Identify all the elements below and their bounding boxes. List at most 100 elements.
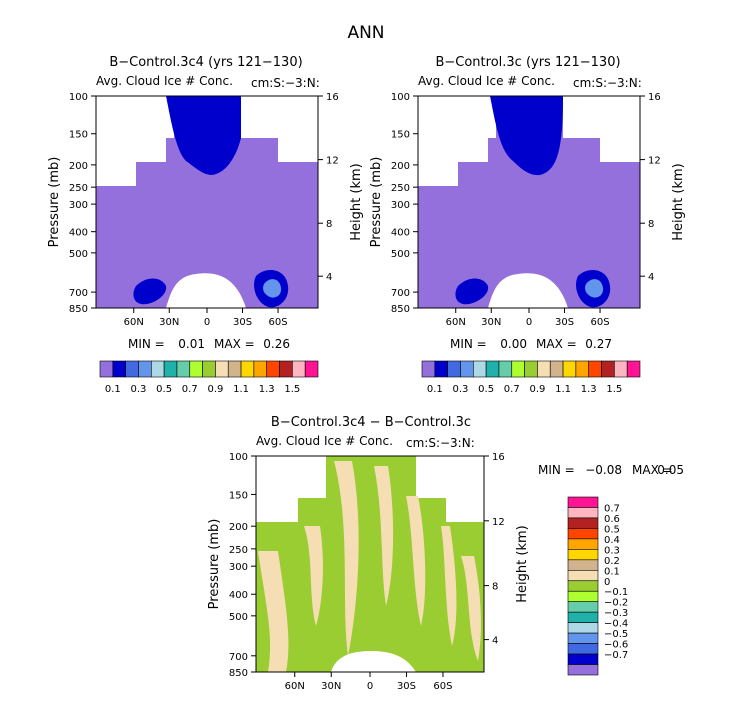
y-axis-label: Pressure (mb): [47, 157, 62, 248]
x-tick-label: 60S: [433, 681, 452, 692]
colorbar-swatch: [567, 653, 599, 665]
y-axis-label-right: Height (km): [671, 163, 686, 240]
x-tick-label: 60N: [285, 681, 305, 692]
x-tick-label: 30S: [397, 681, 416, 692]
colorbar-swatch: [150, 360, 165, 378]
contour-streak: [441, 526, 457, 646]
y-axis-label: Pressure (mb): [369, 157, 384, 248]
y-right-tick-label: 16: [492, 452, 505, 463]
region-high-contour-top: [490, 96, 563, 176]
max-value: 0.26: [263, 337, 290, 351]
colorbar-panel-2: 0.1 0.3 0.5 0.7 0.9 1.1 1.3 1.5: [421, 360, 641, 395]
y-tick-label: 850: [229, 668, 248, 679]
colorbar-label: 0.5: [604, 524, 620, 535]
colorbar-label: −0.6: [604, 640, 628, 651]
region-base-contour: [96, 96, 318, 308]
colorbar-swatch: [227, 360, 242, 378]
colorbar-label: −0.7: [604, 650, 628, 661]
colorbar-swatch: [434, 360, 448, 378]
y-tick-label: 850: [391, 304, 410, 315]
colorbar-label: −0.5: [604, 629, 628, 640]
y-right-tick-label: 12: [648, 156, 661, 167]
colorbar-swatch: [266, 360, 280, 378]
x-tick-label: 60S: [269, 317, 288, 328]
colorbar-swatch: [567, 538, 599, 550]
y-right-tick-label: 12: [326, 156, 339, 167]
min-label: MIN =: [538, 463, 575, 477]
colorbar-swatch: [163, 360, 178, 378]
colorbar-label: 0.1: [427, 384, 443, 395]
x-tick-label: 0: [526, 317, 532, 328]
y-right-tick-label: 16: [648, 92, 661, 103]
y-tick-label: 400: [391, 228, 410, 239]
y-tick-label: 500: [69, 249, 88, 260]
colorbar-swatch: [562, 360, 577, 378]
colorbar-swatch: [567, 632, 599, 644]
y-right-tick-label: 8: [326, 219, 332, 230]
colorbar-label: 0.5: [478, 384, 494, 395]
contour-streak: [334, 461, 359, 656]
colorbar-swatch: [567, 559, 599, 571]
region-base-contour: [418, 96, 640, 308]
panel-subtitle: Avg. Cloud Ice # Conc.: [256, 434, 393, 448]
y-right-tick-label: 8: [648, 219, 654, 230]
colorbar-label: 1.5: [606, 384, 622, 395]
panel-title: B−Control.3c4 − B−Control.3c: [271, 415, 471, 430]
plot-area: [256, 456, 484, 672]
colorbar-swatch: [567, 580, 599, 592]
colorbar-label: 0.3: [453, 384, 469, 395]
min-value: 0.00: [500, 337, 527, 351]
colorbar-swatch: [601, 360, 615, 378]
colorbar-label: 0.9: [529, 384, 545, 395]
y-right-tick-label: 12: [492, 517, 505, 528]
y-tick-label: 200: [229, 522, 248, 533]
colorbar-label: 0.1: [105, 384, 121, 395]
colorbar-swatch: [304, 360, 319, 378]
min-value: 0.01: [178, 337, 205, 351]
colorbar-label: 1.3: [259, 384, 275, 395]
colorbar-panel-3: 0.70.60.50.40.30.20.10−0.1−0.2−0.3−0.4−0…: [567, 496, 628, 676]
colorbar-label: 0.7: [604, 503, 620, 514]
colorbar-label: −0.4: [604, 619, 628, 630]
plot-area: [96, 96, 318, 308]
colorbar-swatch: [549, 360, 564, 378]
x-tick-label: 0: [204, 317, 210, 328]
colorbar-swatch: [588, 360, 602, 378]
y-tick-label: 300: [229, 562, 248, 573]
colorbar-swatch: [202, 360, 216, 378]
axes: 100 150 200 250 300 400 500 700 850 16 12 8 4 60N 30N 0…: [47, 92, 364, 328]
region-negative-contour: [256, 456, 484, 672]
panel-units: cm:S:−3:N:: [573, 76, 642, 90]
y-right-tick-label: 4: [492, 636, 498, 647]
panel-3-stats: MIN = −0.08 MAX = 0.05: [538, 463, 684, 477]
min-label: MIN =: [450, 337, 487, 351]
y-tick-label: 100: [391, 92, 410, 103]
colorbar-swatch: [567, 528, 599, 540]
x-tick-label: 30S: [233, 317, 252, 328]
colorbar-label: 1.3: [581, 384, 597, 395]
chart-panel-1: B−Control.3c4 (yrs 121−130) Avg. Cloud I…: [47, 55, 364, 328]
y-axis-label-right: Height (km): [349, 163, 364, 240]
colorbar-swatch: [567, 601, 599, 613]
y-axis-label: Pressure (mb): [207, 519, 222, 610]
panel-subtitle: Avg. Cloud Ice # Conc.: [418, 74, 555, 88]
colorbar-swatch: [498, 360, 513, 378]
colorbar-swatch: [279, 360, 293, 378]
max-label: MAX =: [536, 337, 577, 351]
y-right-tick-label: 8: [492, 582, 498, 593]
colorbar-swatch: [421, 360, 436, 378]
colorbar-label: −0.2: [604, 598, 628, 609]
figure-title: ANN: [347, 23, 384, 43]
y-axis-label-right: Height (km): [515, 525, 530, 602]
chart-panel-2: B−Control.3c (yrs 121−130) Avg. Cloud Ic…: [369, 55, 686, 328]
colorbar-label: 1.1: [233, 384, 249, 395]
y-tick-label: 700: [69, 288, 88, 299]
colorbar-label: 0.4: [604, 535, 620, 546]
panel-1-stats: MIN = 0.01 MAX = 0.26: [128, 337, 290, 351]
panel-units: cm:S:−3:N:: [406, 436, 475, 450]
contour-streak: [304, 526, 323, 626]
panel-title: B−Control.3c (yrs 121−130): [435, 55, 620, 70]
x-tick-label: 60N: [446, 317, 466, 328]
colorbar-label: 0.6: [604, 514, 620, 525]
